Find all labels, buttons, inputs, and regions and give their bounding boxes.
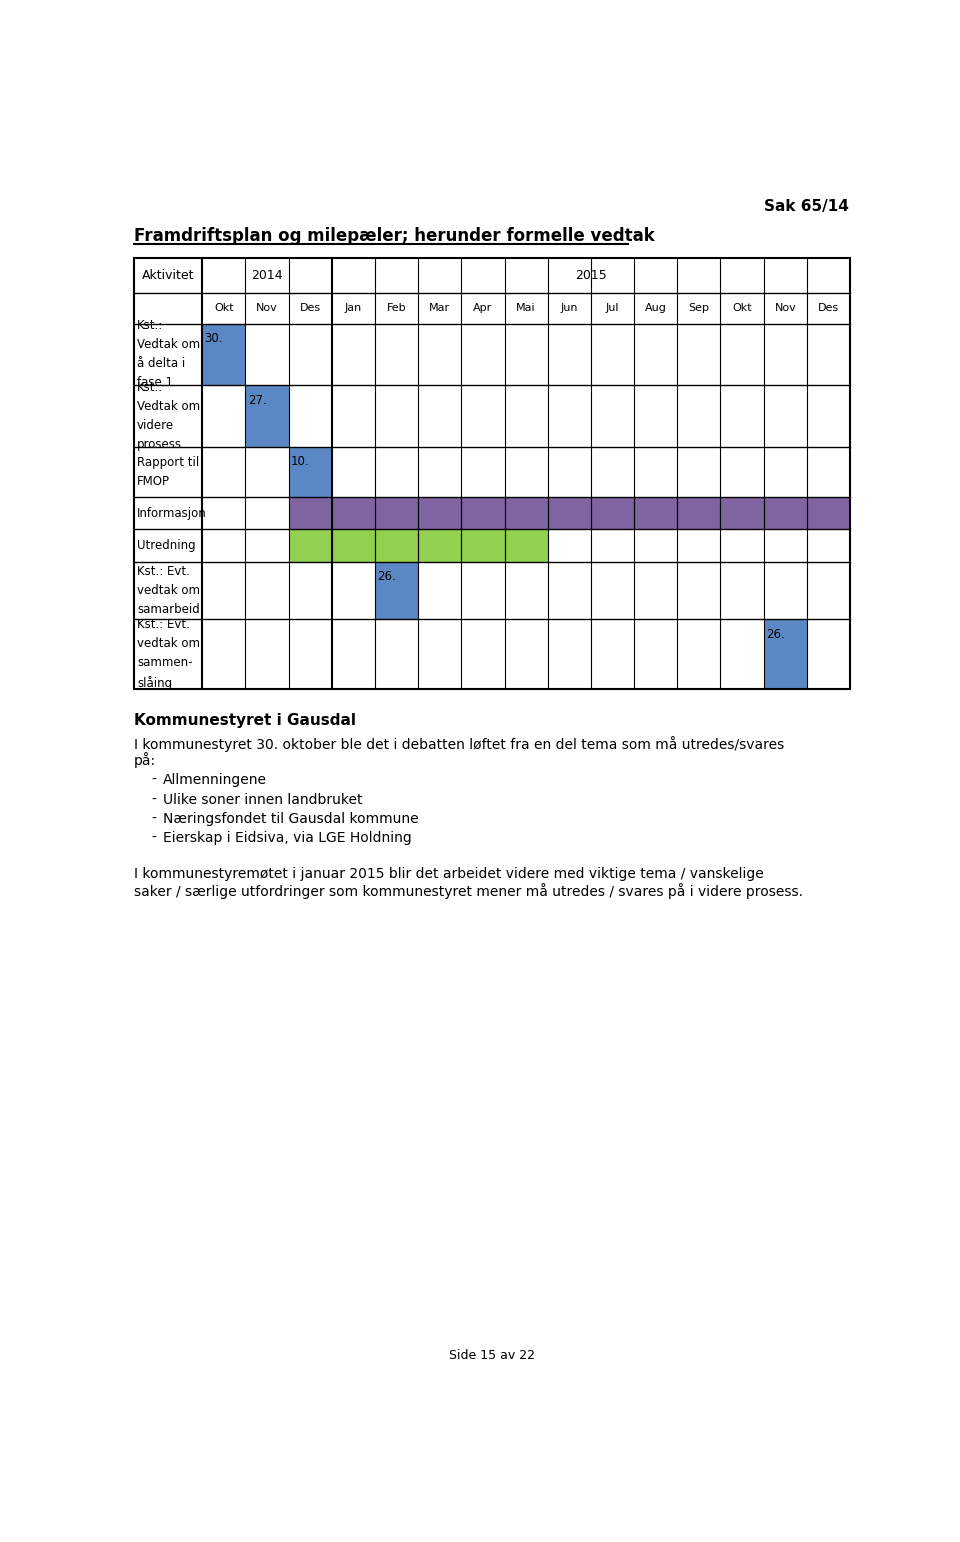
Text: Jan: Jan [345,304,362,313]
Text: Allmenningene: Allmenningene [162,774,267,788]
Text: -: - [151,774,156,788]
Text: Rapport til
FMOP: Rapport til FMOP [137,456,200,487]
Text: 30.: 30. [204,332,223,345]
Text: 2015: 2015 [575,268,607,282]
Text: Side 15 av 22: Side 15 av 22 [449,1349,535,1362]
Text: Apr: Apr [473,304,492,313]
Text: Jul: Jul [606,304,619,313]
Text: Næringsfondet til Gausdal kommune: Næringsfondet til Gausdal kommune [162,811,419,827]
Text: Kst.:
Vedtak om
å delta i
fase 1: Kst.: Vedtak om å delta i fase 1 [137,319,201,390]
Text: Utredning: Utredning [137,538,196,552]
Text: Jun: Jun [561,304,578,313]
Text: Des: Des [818,304,839,313]
Text: Sep: Sep [688,304,709,313]
Text: 27.: 27. [248,393,267,407]
Text: saker / særlige utfordringer som kommunestyret mener må utredes / svares på i vi: saker / særlige utfordringer som kommune… [134,882,803,899]
Text: Nov: Nov [775,304,796,313]
Text: -: - [151,831,156,845]
Text: Aktivitet: Aktivitet [142,268,194,282]
Text: I kommunestyremøtet i januar 2015 blir det arbeidet videre med viktige tema / va: I kommunestyremøtet i januar 2015 blir d… [134,867,764,882]
Text: på:: på: [134,752,156,768]
Text: Nov: Nov [256,304,277,313]
Bar [289,529,548,561]
Bar [246,386,289,447]
Text: Des: Des [300,304,321,313]
Text: Aug: Aug [645,304,666,313]
Text: 2014: 2014 [252,268,283,282]
Bar [289,447,332,497]
Text: Mai: Mai [516,304,536,313]
Bar [763,620,806,689]
Text: Feb: Feb [387,304,406,313]
Text: Kst.:
Vedtak om
videre
prosess: Kst.: Vedtak om videre prosess [137,381,201,452]
Text: -: - [151,793,156,806]
Text: Mar: Mar [429,304,450,313]
Bar [134,258,850,689]
Text: Framdriftsplan og milepæler; herunder formelle vedtak: Framdriftsplan og milepæler; herunder fo… [134,227,655,245]
Bar [203,324,246,386]
Text: -: - [151,811,156,827]
Text: I kommunestyret 30. oktober ble det i debatten løftet fra en del tema som må utr: I kommunestyret 30. oktober ble det i de… [134,737,784,752]
Text: Okt: Okt [214,304,233,313]
Text: Kst.: Evt.
vedtak om
samarbeid: Kst.: Evt. vedtak om samarbeid [137,564,200,615]
Text: Kst.: Evt.
vedtak om
sammen-
slåing: Kst.: Evt. vedtak om sammen- slåing [137,618,200,689]
Bar [289,497,850,529]
Text: Eierskap i Eidsiva, via LGE Holdning: Eierskap i Eidsiva, via LGE Holdning [162,831,412,845]
Text: Kommunestyret i Gausdal: Kommunestyret i Gausdal [134,714,356,728]
Text: Informasjon: Informasjon [137,507,206,520]
Text: Sak 65/14: Sak 65/14 [763,199,849,214]
Text: Ulike soner innen landbruket: Ulike soner innen landbruket [162,793,362,806]
Text: Okt: Okt [732,304,752,313]
Text: 26.: 26. [766,628,784,641]
Text: 26.: 26. [377,571,396,583]
Bar [375,561,419,620]
Text: 10.: 10. [291,455,309,469]
